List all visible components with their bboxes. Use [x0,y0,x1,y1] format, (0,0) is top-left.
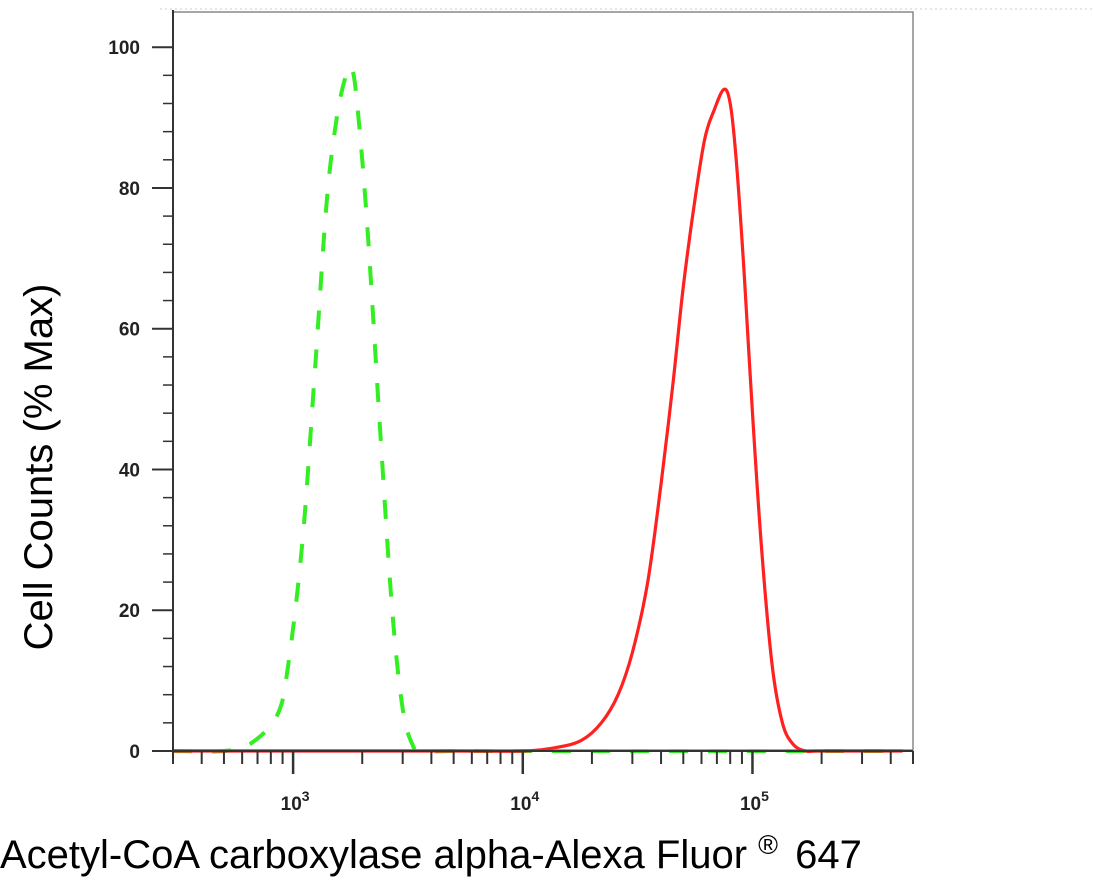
plot-frame [172,11,914,751]
stained-histogram-curve [173,87,903,754]
y-ticks: 0 20 40 60 80 100 [108,38,173,763]
x-tick-label: 104 [510,788,539,815]
y-tick-label: 80 [119,179,140,200]
x-tick-label: 103 [281,788,310,815]
y-tick-label: 100 [108,38,140,59]
y-tick-label: 20 [119,601,140,622]
x-axis-title: Acetyl-CoA carboxylase alpha-Alexa Fluor… [0,819,862,877]
control-histogram-curve [172,64,903,754]
x-axis-title-suffix: 647 [795,833,862,877]
y-tick-label: 40 [119,460,140,481]
x-ticks: 103 104 105 [172,751,914,815]
curves [172,64,903,754]
y-axis-title: Cell Counts (% Max) [17,284,61,651]
y-tick-label: 0 [129,742,140,763]
x-tick-label: 105 [740,788,769,815]
y-tick-label: 60 [119,320,140,341]
x-axis-title-main: Acetyl-CoA carboxylase alpha-Alexa Fluor [0,833,747,877]
x-axis-title-registered-mark: ® [758,830,778,860]
